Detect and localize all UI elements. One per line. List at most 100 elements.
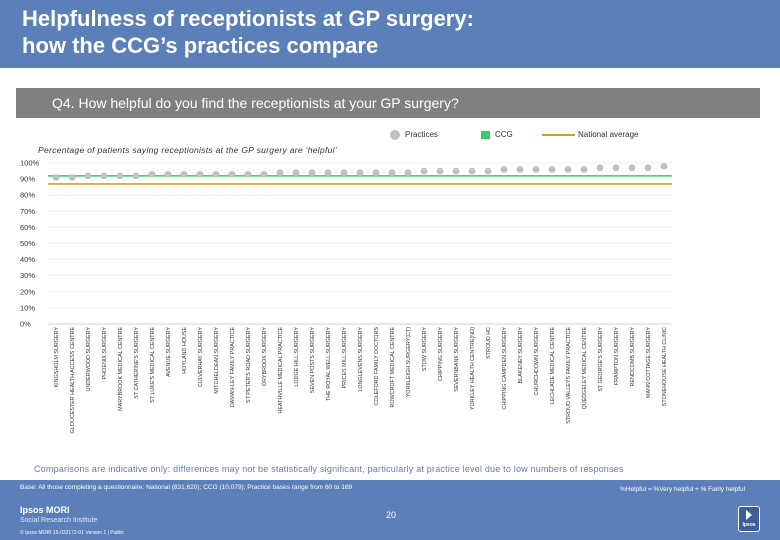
x-category-label: YORKLEIGH SURGERY(CT)	[406, 327, 412, 397]
x-category-label: MARYBROOK MEDICAL CENTRE	[118, 327, 124, 411]
x-category-label: MANN COTTAGE SURGERY	[646, 327, 652, 398]
x-category-label: ST PETER'S ROAD SURGERY	[246, 327, 252, 403]
ipsos-logo-label: Ipsos	[742, 522, 756, 528]
page-title-line-2: how the CCG’s practices compare	[22, 33, 379, 58]
practice-point	[100, 172, 108, 180]
x-category-label: KINGSHOLM SURGERY	[54, 327, 60, 388]
x-category-label: UNDERWOOD SURGERY	[86, 327, 92, 392]
practice-point	[484, 167, 492, 175]
practice-point	[580, 166, 588, 173]
x-category-label: CHIPPING SURGERY	[438, 327, 444, 382]
practice-point	[260, 170, 268, 178]
practice-point	[228, 170, 236, 178]
page-title-line-1: Helpfulness of receptionists at GP surge…	[22, 6, 474, 31]
practice-point	[596, 164, 604, 172]
practice-point	[516, 166, 524, 173]
copyright-text: © Ipsos MORI 15-032172-01 Version 1 | Pu…	[20, 530, 124, 536]
practice-point	[340, 169, 348, 177]
y-tick-label: 60%	[20, 223, 35, 232]
legend-national-marker	[542, 134, 575, 136]
practice-point	[404, 169, 412, 177]
y-tick-label: 90%	[20, 175, 35, 184]
question-bar: Q4. How helpful do you find the receptio…	[16, 88, 760, 118]
x-category-label: HEATHVILLE MEDICAL PRACTICE	[278, 327, 284, 414]
x-category-label: STROUD VALLEYS FAMILY PRACTICE	[566, 327, 572, 424]
play-arrow-icon	[746, 510, 752, 520]
practice-point	[244, 170, 252, 178]
practice-point	[196, 170, 204, 178]
practice-point	[276, 169, 284, 177]
practice-point	[68, 174, 76, 181]
x-category-label: RENDCOMB SURGERY	[630, 327, 636, 387]
legend-ccg-label: CCG	[495, 130, 513, 139]
legend-practices-marker	[390, 130, 400, 140]
ipsos-mori-wordmark: Ipsos MORI	[20, 505, 70, 515]
x-category-label: ST CATHERINE'S SURGERY	[134, 327, 140, 399]
practice-point	[164, 170, 172, 178]
x-category-label: LECHLADE MEDICAL CENTRE	[550, 327, 556, 405]
footer-bar	[0, 480, 780, 540]
question-text: Q4. How helpful do you find the receptio…	[52, 95, 459, 111]
practice-point	[468, 167, 476, 175]
practice-point	[148, 170, 156, 178]
x-category-label: CHURCHDOWN SURGERY	[534, 327, 540, 396]
x-category-label: LONGLEVENS SURGERY	[358, 327, 364, 392]
practice-point	[532, 166, 540, 173]
practice-point	[436, 167, 444, 175]
practice-point	[212, 170, 220, 178]
x-category-label: GLOUCESTER HEALTH ACCESS CENTRE	[70, 327, 76, 434]
x-category-label: THE ROYAL WELL SURGERY	[326, 327, 332, 401]
title-bar	[0, 0, 780, 68]
practice-point	[500, 166, 508, 173]
practice-point	[388, 169, 396, 177]
practice-helpfulness-chart: 0% 10% 20% 30% 40% 50% 60% 70% 80% 90% 100% KINGSHO…	[20, 159, 672, 434]
chart-title: Percentage of patients saying receptioni…	[38, 145, 338, 155]
x-category-label: LODGE HILL SURGERY	[294, 327, 300, 387]
x-category-label: BLAKENEY SURGERY	[518, 327, 524, 384]
x-category-label: SEVERNBANK SURGERY	[454, 327, 460, 392]
practice-point	[548, 166, 556, 173]
x-category-label: AVENUE SURGERY	[166, 327, 172, 377]
x-category-label: QUEDGELEY MEDICAL CENTRE	[582, 327, 588, 410]
helpful-definition: %Helpful = %Very helpful + % Fairly help…	[620, 486, 746, 493]
base-text: Base: All those completing a questionnai…	[20, 484, 353, 491]
practice-point	[308, 169, 316, 177]
y-tick-label: 70%	[20, 207, 35, 216]
y-tick-label: 50%	[20, 239, 35, 248]
practice-point	[564, 166, 572, 173]
practice-point	[84, 172, 92, 180]
x-category-label: SEVEN POSTS SURGERY	[310, 327, 316, 394]
practice-point	[180, 170, 188, 178]
practice-point	[292, 169, 300, 177]
y-tick-label: 20%	[20, 287, 35, 296]
practice-point	[372, 169, 380, 177]
x-category-label: STONEHOUSE HEALTH CLINIC	[662, 327, 668, 406]
legend-ccg-marker	[481, 131, 490, 139]
x-category-label: ST GEORGE'S SURGERY	[598, 327, 604, 392]
practice-point	[324, 169, 332, 177]
x-category-label: FRAMPTON SURGERY	[614, 327, 620, 386]
page-number: 20	[385, 510, 396, 520]
x-category-label: ST LUKE'S MEDICAL CENTRE	[150, 327, 156, 403]
y-tick-label: 100%	[20, 159, 40, 168]
legend-practices-label: Practices	[405, 130, 438, 139]
social-research-institute-label: Social Research Institute	[20, 517, 98, 524]
x-category-label: ROWCROFT MEDICAL CENTRE	[390, 327, 396, 408]
practice-point	[628, 164, 636, 172]
practice-point	[132, 172, 140, 180]
x-category-label: YORKLEY HEALTH CENTRE(NO)	[470, 327, 476, 410]
practice-point	[612, 164, 620, 172]
x-category-label: CHIPPING CAMPDEN SURGERY	[502, 327, 508, 410]
practice-point	[116, 172, 124, 180]
x-category-label: DRYBROOK SURGERY	[262, 327, 268, 386]
practice-point	[356, 169, 364, 177]
x-category-label: COLEFORD FAMILY DOCTORS	[374, 327, 380, 406]
practice-point	[52, 174, 60, 181]
legend-national-label: National average	[578, 130, 639, 139]
x-category-label: CULVERHAY SURGERY	[198, 327, 204, 388]
footnote: Comparisons are indicative only: differe…	[34, 464, 624, 474]
practice-point	[420, 167, 428, 175]
practice-point	[644, 164, 652, 172]
y-tick-label: 30%	[20, 271, 35, 280]
ipsos-logo-icon: Ipsos	[738, 506, 760, 532]
